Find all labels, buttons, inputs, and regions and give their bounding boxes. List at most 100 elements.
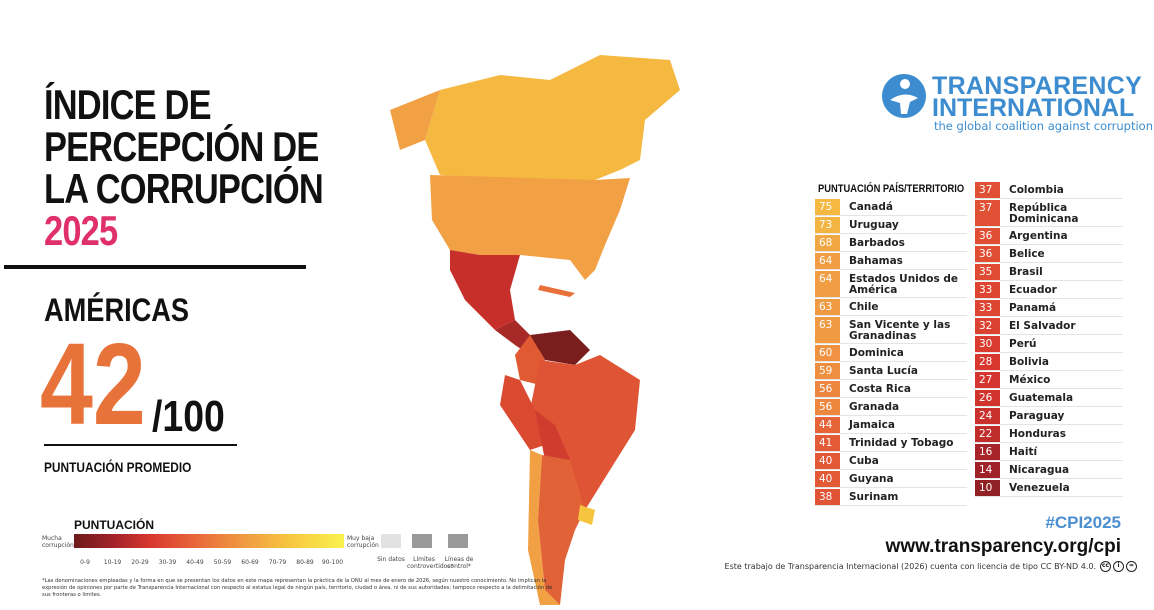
score-cell: 64 <box>815 253 840 269</box>
table-row: 35 Brasil <box>975 264 1123 281</box>
table-row: 22 Honduras <box>975 426 1123 443</box>
legend-title: PUNTUACIÓN <box>74 518 154 532</box>
score-cell: 36 <box>975 228 1000 244</box>
legend-tick: 80-89 <box>296 559 314 566</box>
divider <box>44 444 237 446</box>
country-cell: Venezuela <box>1009 482 1070 494</box>
country-cell: México <box>1009 374 1051 386</box>
map-alaska <box>390 90 440 150</box>
country-cell: Barbados <box>849 237 905 249</box>
website-link[interactable]: www.transparency.org/cpi <box>885 536 1121 557</box>
country-cell: Santa Lucía <box>849 365 918 377</box>
score-cell: 37 <box>975 200 1000 226</box>
transparency-logo: TRANSPARENCY INTERNATIONAL the global co… <box>880 72 1153 133</box>
country-cell: Panamá <box>1009 302 1057 314</box>
license-text: Este trabajo de Transparencia Internacio… <box>724 562 1096 571</box>
table-header: PUNTUACIÓN PAÍS/TERRITORIO <box>818 183 965 195</box>
country-cell: San Vicente y las Granadinas <box>849 319 951 342</box>
country-cell: Guatemala <box>1009 392 1074 404</box>
map-canada <box>425 55 680 180</box>
legend-tick: 40-49 <box>186 559 204 566</box>
disputed-swatch <box>412 534 432 548</box>
score-cell: 26 <box>975 390 1000 406</box>
country-cell: Estados Unidos de América <box>849 273 959 296</box>
average-label: PUNTUACIÓN PROMEDIO <box>44 459 192 475</box>
score-cell: 35 <box>975 264 1000 280</box>
divider <box>4 265 306 269</box>
country-cell: Perú <box>1009 338 1037 350</box>
country-cell: Uruguay <box>849 219 899 231</box>
country-cell: Trinidad y Tobago <box>849 437 954 449</box>
legend-tick: 70-79 <box>268 559 287 566</box>
score-cell: 24 <box>975 408 1000 424</box>
table-row: 37 Colombia <box>975 182 1123 199</box>
country-cell: Bahamas <box>849 255 903 267</box>
score-cell: 10 <box>975 480 1000 496</box>
country-cell: Chile <box>849 301 879 313</box>
legend-tick: 20-29 <box>131 559 149 566</box>
legend-tick: 30-39 <box>158 559 177 566</box>
map-bolivia <box>535 410 570 460</box>
legend-tick: 0-9 <box>80 559 90 566</box>
table-row: 30 Perú <box>975 336 1123 353</box>
table-row: 36 Argentina <box>975 228 1123 245</box>
table-row: 44 Jamaica <box>815 417 967 434</box>
map-mexico <box>450 250 520 330</box>
country-cell: Honduras <box>1009 428 1066 440</box>
score-cell: 40 <box>815 453 840 469</box>
table-row: 32 El Salvador <box>975 318 1123 335</box>
score-cell: 63 <box>815 317 840 343</box>
score-cell: 37 <box>975 182 1000 198</box>
table-row: 40 Cuba <box>815 453 967 470</box>
score-cell: 38 <box>815 489 840 505</box>
page-title: ÍNDICE DE PERCEPCIÓN DE LA CORRUPCIÓN 20… <box>44 81 324 254</box>
score-cell: 32 <box>975 318 1000 334</box>
score-cell: 22 <box>975 426 1000 442</box>
table-row: 73 Uruguay <box>815 217 967 234</box>
cc-icon: cc <box>1100 561 1111 572</box>
country-cell: Dominica <box>849 347 904 359</box>
legend-tick: 60-69 <box>241 559 259 566</box>
table-row: 75 Canadá <box>815 199 967 216</box>
nd-icon: = <box>1126 561 1137 572</box>
score-cell: 68 <box>815 235 840 251</box>
legend-color-scale <box>74 534 344 548</box>
table-row: 10 Venezuela <box>975 480 1123 497</box>
table-row: 28 Bolivia <box>975 354 1123 371</box>
score-cell: 33 <box>975 300 1000 316</box>
country-cell: Argentina <box>1009 230 1068 242</box>
score-cell: 63 <box>815 299 840 315</box>
country-cell: Costa Rica <box>849 383 911 395</box>
country-cell: Cuba <box>849 455 879 467</box>
country-cell: Canadá <box>849 201 893 213</box>
table-row: 14 Nicaragua <box>975 462 1123 479</box>
table-row: 37 República Dominicana <box>975 200 1123 227</box>
country-cell: Jamaica <box>849 419 895 431</box>
country-cell: Ecuador <box>1009 284 1057 296</box>
table-row: 60 Dominica <box>815 345 967 362</box>
region-title: AMÉRICAS <box>44 292 190 328</box>
score-cell: 33 <box>975 282 1000 298</box>
globe-person-icon <box>882 74 926 118</box>
map-usa <box>430 175 630 280</box>
table-row: 38 Surinam <box>815 489 967 506</box>
country-cell: Guyana <box>849 473 894 485</box>
score-list-right: 37 Colombia 37 República Dominicana 36 Argent… <box>975 182 1123 498</box>
table-row: 24 Paraguay <box>975 408 1123 425</box>
country-cell: El Salvador <box>1009 320 1076 332</box>
score-cell: 59 <box>815 363 840 379</box>
map-uruguay <box>578 505 595 525</box>
legend-tick: 90-100 <box>321 559 344 566</box>
map-brazil <box>530 355 640 510</box>
score-cell: 14 <box>975 462 1000 478</box>
americas-map <box>390 55 680 605</box>
map-peru <box>500 375 545 450</box>
legend-tick: 10-19 <box>103 559 122 566</box>
table-row: 63 Chile <box>815 299 967 316</box>
table-row: 68 Barbados <box>815 235 967 252</box>
no-data-swatch <box>381 534 401 548</box>
table-row: 33 Ecuador <box>975 282 1123 299</box>
score-cell: 41 <box>815 435 840 451</box>
legend-tick: 50-59 <box>213 559 232 566</box>
score-cell: 40 <box>815 471 840 487</box>
